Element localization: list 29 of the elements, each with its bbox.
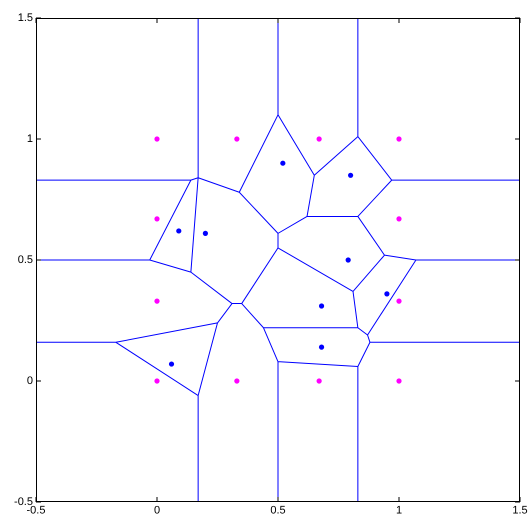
point (280, 160, 286, 166)
x-tick-label: 0 (154, 504, 160, 517)
point (396, 216, 402, 222)
y-tick-label: 1.5 (18, 12, 33, 24)
x-tick-label: 1 (396, 504, 402, 517)
point (154, 298, 160, 304)
y-tick-label: 1 (26, 133, 33, 146)
point (348, 172, 354, 178)
point (202, 230, 208, 236)
point (168, 361, 174, 367)
point (234, 136, 240, 142)
point (316, 378, 322, 384)
point (154, 136, 160, 142)
x-tick-label: 0.5 (270, 504, 286, 517)
y-tick-label: 0.5 (18, 254, 33, 266)
point (396, 136, 402, 142)
point (384, 291, 390, 296)
point (154, 378, 160, 384)
point (396, 298, 402, 304)
x-tick-label: 1.5 (512, 504, 528, 517)
point (396, 378, 402, 384)
point (318, 344, 324, 350)
y-tick-label: 0 (26, 375, 33, 388)
point (346, 257, 351, 263)
point (318, 303, 324, 309)
point (316, 136, 322, 142)
point (234, 378, 240, 384)
point (154, 216, 160, 222)
point (176, 228, 182, 234)
